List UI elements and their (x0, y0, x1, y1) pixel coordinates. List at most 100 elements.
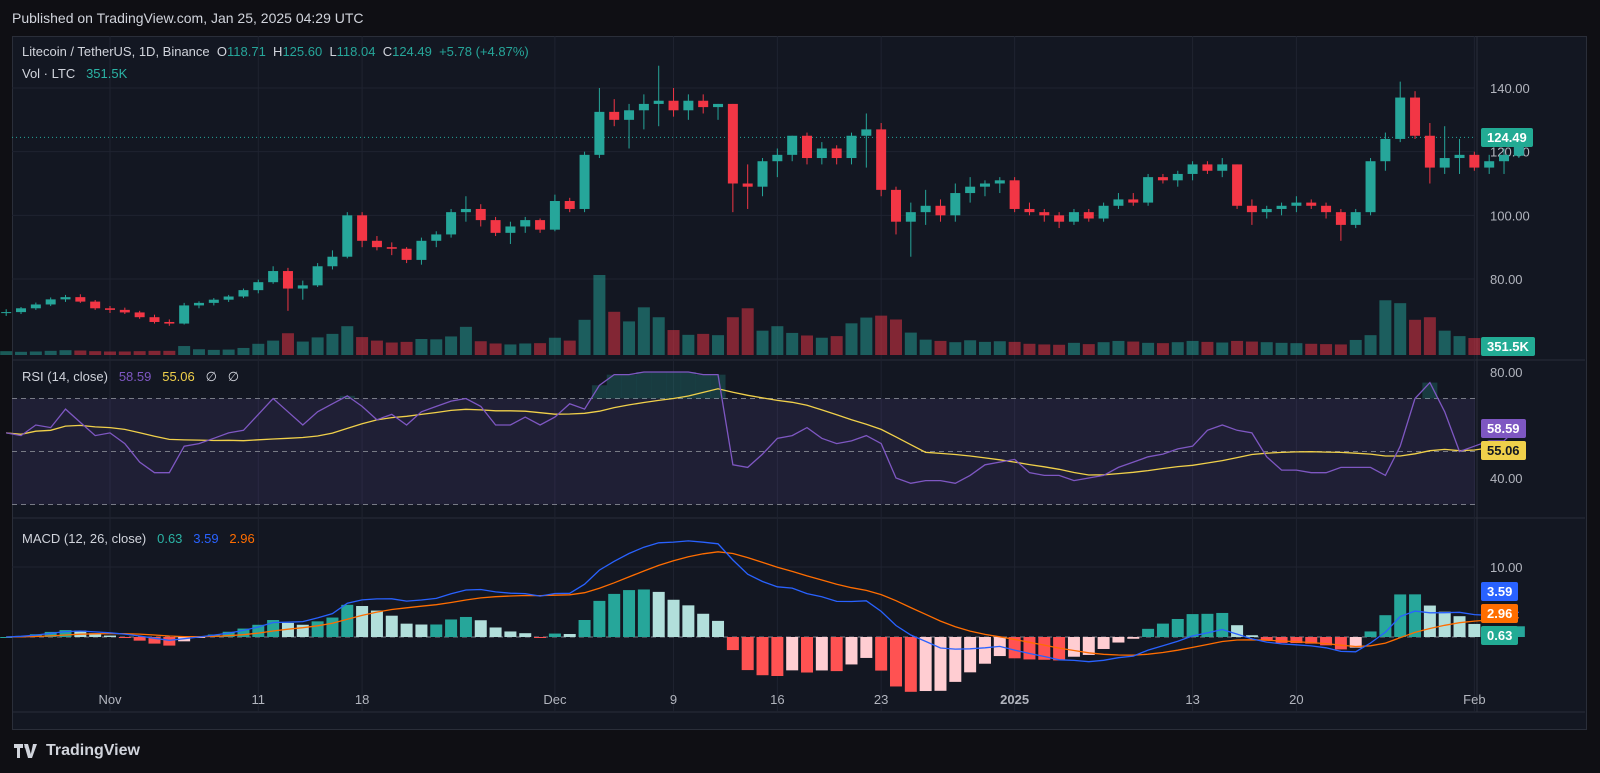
candle-body[interactable] (1009, 180, 1020, 209)
candle-body[interactable] (90, 301, 101, 309)
candle-body[interactable] (668, 100, 679, 111)
candle-body[interactable] (935, 205, 946, 216)
candle-body[interactable] (1187, 164, 1198, 174)
candle-body[interactable] (549, 201, 560, 230)
candle-body[interactable] (742, 183, 753, 187)
candle-body[interactable] (1454, 154, 1465, 159)
candle-body[interactable] (45, 299, 56, 305)
candle-body[interactable] (253, 282, 264, 291)
candle-body[interactable] (1128, 199, 1139, 203)
candle-body[interactable] (208, 299, 219, 303)
candle-body[interactable] (1350, 212, 1361, 225)
candle-body[interactable] (223, 296, 234, 300)
tradingview-logo[interactable]: TradingView (14, 742, 140, 760)
candle-body[interactable] (1321, 205, 1332, 213)
candle-body[interactable] (994, 180, 1005, 184)
candle-body[interactable] (1484, 161, 1495, 168)
candle-body[interactable] (594, 111, 605, 155)
candle-body[interactable] (965, 186, 976, 194)
candle-body[interactable] (846, 135, 857, 159)
candle-body[interactable] (772, 154, 783, 162)
candle-body[interactable] (1335, 212, 1346, 225)
candle-body[interactable] (1291, 202, 1302, 206)
candle-body[interactable] (1054, 215, 1065, 222)
candle-body[interactable] (698, 100, 709, 108)
candle-body[interactable] (401, 248, 412, 260)
candle-body[interactable] (1246, 205, 1257, 213)
candle-body[interactable] (727, 103, 738, 184)
candle-body[interactable] (1143, 177, 1154, 203)
candle-body[interactable] (624, 110, 635, 120)
candle-body[interactable] (1217, 164, 1228, 171)
candle-body[interactable] (505, 226, 516, 233)
candle-body[interactable] (386, 247, 397, 249)
candle-body[interactable] (979, 183, 990, 187)
candle-body[interactable] (475, 208, 486, 221)
candle-body[interactable] (1410, 97, 1421, 136)
candle-body[interactable] (460, 208, 471, 213)
candle-body[interactable] (861, 129, 872, 136)
candle-body[interactable] (520, 220, 531, 227)
candle-body[interactable] (30, 304, 41, 309)
chart-canvas[interactable]: 140.00120.00100.0080.0080.0040.0010.00No… (0, 0, 1600, 730)
candle-body[interactable] (119, 309, 130, 313)
candle-body[interactable] (1024, 208, 1035, 213)
candle-body[interactable] (831, 148, 842, 159)
candle-body[interactable] (1232, 164, 1243, 206)
candle-body[interactable] (282, 271, 293, 289)
candle-body[interactable] (1113, 199, 1124, 206)
candle-body[interactable] (1098, 205, 1109, 219)
candle-body[interactable] (327, 256, 338, 267)
candle-body[interactable] (713, 103, 724, 108)
candle-body[interactable] (1068, 212, 1079, 222)
candle-body[interactable] (1380, 138, 1391, 162)
candle-body[interactable] (1469, 154, 1480, 168)
candle-body[interactable] (193, 302, 204, 306)
candle-body[interactable] (312, 266, 323, 286)
candle-body[interactable] (609, 111, 620, 120)
candle-body[interactable] (579, 154, 590, 209)
candle-body[interactable] (1306, 202, 1317, 206)
candle-body[interactable] (1083, 212, 1094, 219)
candle-body[interactable] (757, 161, 768, 187)
candle-body[interactable] (342, 215, 353, 257)
candle-body[interactable] (446, 212, 457, 235)
candle-body[interactable] (16, 308, 27, 313)
candle-body[interactable] (638, 103, 649, 111)
candle-body[interactable] (1202, 164, 1213, 171)
candle-body[interactable] (1261, 208, 1272, 213)
candle-body[interactable] (1276, 205, 1287, 209)
candle-body[interactable] (297, 285, 308, 289)
candle-body[interactable] (535, 220, 546, 230)
candle-body[interactable] (179, 305, 190, 324)
candle-body[interactable] (416, 240, 427, 260)
candle-body[interactable] (950, 193, 961, 216)
candle-body[interactable] (431, 234, 442, 241)
candle-body[interactable] (60, 297, 71, 300)
candle-body[interactable] (371, 240, 382, 248)
candle-body[interactable] (653, 100, 664, 104)
candle-body[interactable] (1365, 161, 1376, 213)
candle-body[interactable] (564, 201, 575, 209)
candle-body[interactable] (1172, 173, 1183, 181)
candle-body[interactable] (890, 189, 901, 222)
candle-body[interactable] (1157, 177, 1168, 181)
candle-body[interactable] (876, 129, 887, 190)
candle-body[interactable] (816, 148, 827, 159)
candle-body[interactable] (683, 100, 694, 111)
candle-body[interactable] (268, 271, 279, 283)
candle-body[interactable] (802, 135, 813, 159)
candle-body[interactable] (75, 297, 86, 302)
candle-body[interactable] (1439, 158, 1450, 168)
candle-body[interactable] (164, 321, 175, 324)
candle-body[interactable] (1424, 135, 1435, 168)
candle-body[interactable] (905, 212, 916, 222)
candle-body[interactable] (1039, 212, 1050, 216)
candle-body[interactable] (1, 312, 12, 314)
candle-body[interactable] (1499, 154, 1510, 162)
candle-body[interactable] (1395, 97, 1406, 139)
candle-body[interactable] (105, 308, 115, 310)
candle-body[interactable] (149, 317, 160, 322)
candle-body[interactable] (920, 205, 931, 213)
candle-body[interactable] (357, 215, 368, 241)
